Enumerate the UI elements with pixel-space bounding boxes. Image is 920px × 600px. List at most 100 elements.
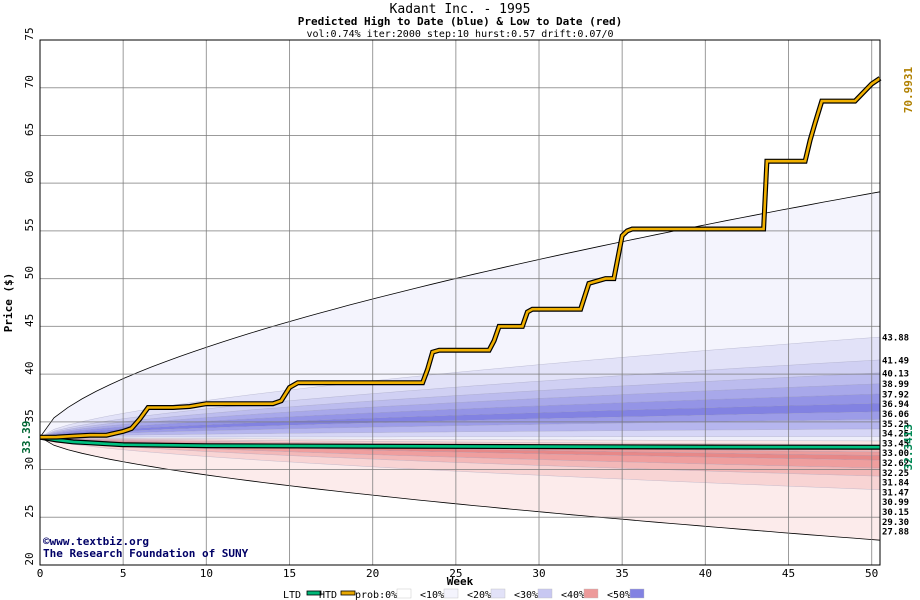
band-boundary-11 [39, 437, 880, 442]
band-boundary-18 [39, 437, 881, 477]
legend-swatch-7 [629, 588, 645, 599]
band-boundary-8 [39, 419, 881, 438]
legend-swatch-1 [340, 590, 356, 596]
right-label-18: 27.88 [882, 528, 909, 538]
x-tick-label-15: 15 [283, 567, 296, 580]
legend-swatch-4 [490, 588, 506, 599]
legend: LTD HTD prob:0% <10% <20% <30% <40% <50% [283, 588, 645, 600]
right-label-4: 37.92 [882, 390, 909, 400]
prob-band-3 [40, 372, 880, 438]
legend-swatch-3 [443, 588, 459, 599]
right-label-1: 41.49 [882, 356, 909, 366]
legend-label-7: <50% [607, 590, 631, 600]
plot-frame [39, 39, 881, 566]
end-ltd-label: 32.3413 [902, 424, 915, 470]
series-lines [39, 76, 882, 450]
right-label-17: 29.30 [882, 518, 909, 528]
chart-title: Kadant Inc. - 1995 [390, 2, 531, 17]
prob-band-5 [40, 393, 880, 438]
right-label-16: 30.15 [882, 508, 909, 518]
x-tick-label-10: 10 [200, 567, 213, 580]
y-tick-label-50: 50 [23, 266, 36, 279]
prob-band-2 [40, 359, 880, 438]
y-tick-label-45: 45 [23, 314, 36, 327]
right-label-0: 43.88 [882, 334, 909, 344]
prob-band-18 [40, 437, 880, 490]
y-tick-label-20: 20 [23, 552, 36, 565]
right-label-3: 38.99 [882, 380, 909, 390]
band-boundary-10 [39, 436, 880, 438]
y-tick-label-70: 70 [23, 75, 36, 88]
legend-label-5: <30% [514, 590, 538, 600]
y-axis-label: Price ($) [2, 273, 15, 333]
right-label-15: 30.99 [882, 498, 909, 508]
legend-label-3: <10% [420, 590, 444, 600]
right-label-13: 31.84 [882, 479, 910, 489]
band-boundary-5 [39, 393, 881, 438]
x-tick-label-5: 5 [120, 567, 127, 580]
end-htd-label: 70.9931 [902, 66, 915, 113]
x-tick-label-45: 45 [782, 567, 795, 580]
prob-band-14 [40, 437, 880, 456]
band-boundary-9 [39, 428, 881, 438]
ltd-line [39, 435, 880, 449]
prob-band-19 [40, 437, 880, 541]
band-boundary-4 [39, 383, 881, 438]
right-label-14: 31.47 [882, 488, 909, 498]
htd-line [39, 77, 881, 439]
y-tick-label-30: 30 [23, 457, 36, 470]
x-tick-label-25: 25 [449, 567, 462, 580]
prob-band-4 [40, 383, 880, 438]
legend-label-4: <20% [467, 590, 491, 600]
x-tick-label-0: 0 [37, 567, 44, 580]
right-label-8: 34.25 [882, 430, 909, 440]
prob-band-0 [40, 191, 880, 438]
prob-band-8 [40, 419, 880, 438]
prob-band-9 [40, 429, 880, 438]
band-boundary-6 [39, 403, 881, 438]
y-tick-label-25: 25 [23, 505, 36, 518]
y-tick-label-40: 40 [23, 361, 36, 374]
right-label-11: 32.62 [882, 459, 909, 469]
band-boundary-7 [39, 411, 881, 438]
chart-params: vol:0.74% iter:2000 step:10 hurst:0.57 d… [306, 29, 613, 40]
right-label-9: 33.45 [882, 439, 909, 449]
right-label-2: 40.13 [882, 369, 909, 379]
band-boundary-3 [39, 372, 881, 438]
y-tick-label-55: 55 [23, 218, 36, 231]
band-boundary-0 [39, 191, 881, 438]
x-tick-label-40: 40 [699, 567, 712, 580]
right-label-6: 36.06 [882, 410, 909, 420]
start-price-label: 33.39 [20, 421, 33, 454]
x-tick-label-35: 35 [616, 567, 629, 580]
prob-band-17 [40, 437, 880, 477]
chart-subtitle: Predicted High to Date (blue) & Low to D… [298, 15, 623, 28]
legend-swatch-5 [537, 588, 553, 599]
x-axis-label: Week [447, 575, 474, 588]
axes: 20 25 30 35 40 45 50 55 60 65 70 75 0 5 10 15 20 25 30 35 40… [2, 27, 881, 588]
x-tick-label-50: 50 [865, 567, 878, 580]
band-boundary-20 [39, 436, 881, 541]
right-label-5: 36.94 [882, 400, 910, 410]
prob-band-16 [40, 437, 880, 469]
watermark-line1: ©www.textbiz.org [43, 535, 149, 548]
prob-band-11 [40, 437, 880, 445]
x-tick-label-30: 30 [532, 567, 545, 580]
right-label-12: 32.25 [882, 469, 909, 479]
legend-swatch-2 [396, 588, 412, 599]
band-boundary-2 [39, 359, 881, 438]
legend-swatch-6 [583, 588, 599, 599]
band-boundary-12 [39, 437, 880, 445]
band-boundary-19 [39, 437, 881, 490]
prob-band-15 [40, 437, 880, 461]
prob-band-10 [40, 436, 880, 441]
legend-label-0: LTD [283, 590, 301, 600]
y-tick-label-35: 35 [23, 409, 36, 422]
prob-band-7 [40, 411, 880, 438]
y-tick-label-75: 75 [23, 27, 36, 40]
band-boundary-1 [39, 336, 881, 438]
legend-label-2: prob:0% [355, 590, 397, 600]
